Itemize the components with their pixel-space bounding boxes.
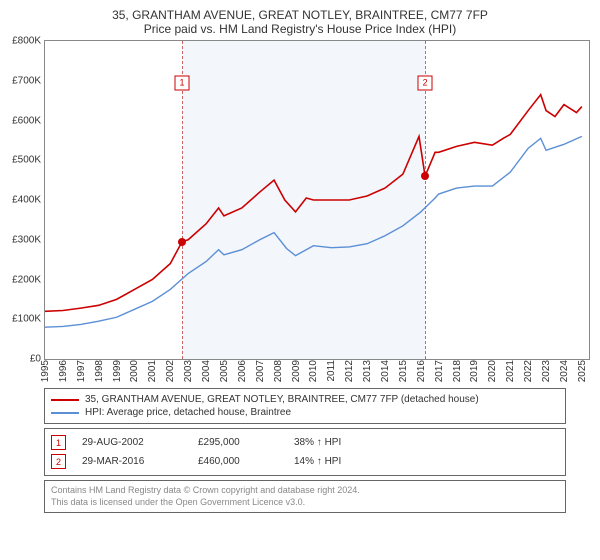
sale-row: 2 29-MAR-2016 £460,000 14% ↑ HPI [51,452,559,471]
sale-date: 29-AUG-2002 [82,437,182,448]
x-tick-label: 2001 [147,360,158,382]
sale-price: £460,000 [198,456,278,467]
legend-label: 35, GRANTHAM AVENUE, GREAT NOTLEY, BRAIN… [85,394,479,405]
sale-pct: 38% ↑ HPI [294,437,394,448]
x-tick-label: 2024 [559,360,570,382]
chart-title: 35, GRANTHAM AVENUE, GREAT NOTLEY, BRAIN… [0,0,600,22]
legend-item: HPI: Average price, detached house, Brai… [51,406,559,419]
x-tick-label: 2012 [344,360,355,382]
x-tick-label: 2009 [291,360,302,382]
footer-line: This data is licensed under the Open Gov… [51,497,559,509]
sale-marker-box: 2 [418,75,433,90]
sale-row: 1 29-AUG-2002 £295,000 38% ↑ HPI [51,433,559,452]
x-tick-label: 2008 [273,360,284,382]
sale-date: 29-MAR-2016 [82,456,182,467]
series-line [45,95,582,312]
sale-dot [178,238,186,246]
chart-area: 12 £0£100K£200K£300K£400K£500K£600K£700K… [44,40,590,380]
y-tick-label: £100K [12,314,41,325]
sale-price: £295,000 [198,437,278,448]
footer: Contains HM Land Registry data © Crown c… [44,480,566,513]
x-tick-label: 2017 [434,360,445,382]
legend-swatch [51,399,79,401]
x-tick-label: 2010 [308,360,319,382]
sale-marker-icon: 1 [51,435,66,450]
footer-line: Contains HM Land Registry data © Crown c… [51,485,559,497]
x-tick-label: 2004 [201,360,212,382]
x-tick-label: 2002 [165,360,176,382]
series-line [45,136,582,327]
x-tick-label: 2003 [183,360,194,382]
sale-marker-icon: 2 [51,454,66,469]
x-tick-label: 2006 [237,360,248,382]
x-tick-label: 1999 [112,360,123,382]
x-tick-label: 2011 [326,360,337,382]
x-tick-label: 2015 [398,360,409,382]
y-tick-label: £800K [12,36,41,47]
container: 35, GRANTHAM AVENUE, GREAT NOTLEY, BRAIN… [0,0,600,560]
sales-table: 1 29-AUG-2002 £295,000 38% ↑ HPI 2 29-MA… [44,428,566,476]
legend-swatch [51,412,79,414]
x-tick-label: 2019 [469,360,480,382]
legend-label: HPI: Average price, detached house, Brai… [85,407,291,418]
x-tick-label: 2007 [255,360,266,382]
x-tick-label: 2013 [362,360,373,382]
x-tick-label: 2020 [487,360,498,382]
x-tick-label: 2016 [416,360,427,382]
x-tick-label: 2021 [505,360,516,382]
series-lines [45,41,589,359]
x-tick-label: 2022 [523,360,534,382]
sale-dot [421,172,429,180]
x-tick-label: 2023 [541,360,552,382]
x-tick-label: 2014 [380,360,391,382]
y-tick-label: £400K [12,195,41,206]
x-tick-label: 2018 [452,360,463,382]
x-axis-labels: 1995199619971998199920002001200220032004… [44,360,590,380]
legend: 35, GRANTHAM AVENUE, GREAT NOTLEY, BRAIN… [44,388,566,424]
y-tick-label: £700K [12,75,41,86]
sale-pct: 14% ↑ HPI [294,456,394,467]
plot-area: 12 £0£100K£200K£300K£400K£500K£600K£700K… [44,40,590,360]
x-tick-label: 1996 [58,360,69,382]
legend-item: 35, GRANTHAM AVENUE, GREAT NOTLEY, BRAIN… [51,393,559,406]
y-tick-label: £500K [12,155,41,166]
sale-marker-box: 1 [175,75,190,90]
x-tick-label: 2025 [577,360,588,382]
x-tick-label: 1997 [76,360,87,382]
y-tick-label: £600K [12,115,41,126]
x-tick-label: 1998 [94,360,105,382]
y-tick-label: £300K [12,234,41,245]
x-tick-label: 1995 [40,360,51,382]
x-tick-label: 2005 [219,360,230,382]
chart-subtitle: Price paid vs. HM Land Registry's House … [0,22,600,40]
y-tick-label: £200K [12,274,41,285]
x-tick-label: 2000 [129,360,140,382]
